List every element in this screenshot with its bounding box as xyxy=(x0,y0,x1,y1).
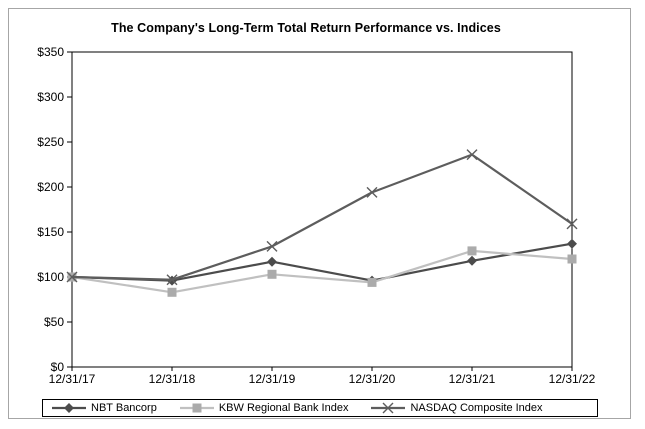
legend-item-nbt-bancorp: NBT Bancorp xyxy=(52,402,157,414)
chart-frame xyxy=(8,8,631,419)
series-line-nasdaq-composite-index xyxy=(71,153,573,281)
marker-x-icon xyxy=(366,186,378,198)
y-axis-tick-label: $250 xyxy=(37,135,64,149)
marker-diamond-icon xyxy=(267,256,277,267)
chart-title: The Company's Long-Term Total Return Per… xyxy=(111,21,501,35)
x-axis-tick-label: 12/31/21 xyxy=(449,372,496,386)
x-axis-tick-label: 12/31/17 xyxy=(49,372,96,386)
marker-square-icon xyxy=(467,246,477,256)
marker-square-icon xyxy=(267,269,277,279)
y-axis-tick-label: $150 xyxy=(37,225,64,239)
y-axis-tick-label: $300 xyxy=(37,90,64,104)
legend-item-kbw-regional-bank-index: KBW Regional Bank Index xyxy=(179,402,349,414)
marker-x-icon xyxy=(166,274,178,286)
marker-x-icon xyxy=(382,402,394,414)
y-axis-tick-label: $350 xyxy=(37,45,64,59)
y-axis-tick-label: $200 xyxy=(37,180,64,194)
x-axis-tick-label: 12/31/22 xyxy=(549,372,596,386)
legend-item-nasdaq-composite-index: NASDAQ Composite Index xyxy=(371,402,543,414)
marker-square-icon xyxy=(167,287,177,297)
marker-diamond-icon xyxy=(467,255,477,266)
marker-square-icon xyxy=(567,254,577,264)
legend-label: KBW Regional Bank Index xyxy=(218,402,349,414)
marker-x-icon xyxy=(466,149,478,161)
marker-square-icon xyxy=(192,403,202,413)
legend-square-line-icon xyxy=(179,403,214,413)
marker-x-icon xyxy=(66,271,78,283)
series-line-nbt-bancorp xyxy=(71,242,573,282)
legend-diamond-line-icon xyxy=(52,403,86,413)
marker-square-icon xyxy=(367,277,377,287)
y-axis-tick-label: $100 xyxy=(37,270,64,284)
y-axis-tick-label: $50 xyxy=(44,315,64,329)
x-axis-tick-label: 12/31/19 xyxy=(249,372,296,386)
y-axis-tick-label: $0 xyxy=(51,360,65,374)
x-axis-tick-label: 12/31/20 xyxy=(349,372,396,386)
plot-border xyxy=(71,51,573,368)
legend-x-line-icon xyxy=(371,402,406,414)
marker-diamond-icon xyxy=(567,238,577,249)
marker-x-icon xyxy=(266,240,278,252)
series-line-kbw-regional-bank-index xyxy=(71,249,573,294)
x-axis-tick-label: 12/31/18 xyxy=(149,372,196,386)
legend: NBT Bancorp KBW Regional Bank Index NASDAQ… xyxy=(42,399,598,417)
legend-label: NASDAQ Composite Index xyxy=(410,402,543,414)
marker-x-icon xyxy=(566,218,578,230)
marker-diamond-icon xyxy=(64,403,74,413)
legend-label: NBT Bancorp xyxy=(91,402,157,414)
